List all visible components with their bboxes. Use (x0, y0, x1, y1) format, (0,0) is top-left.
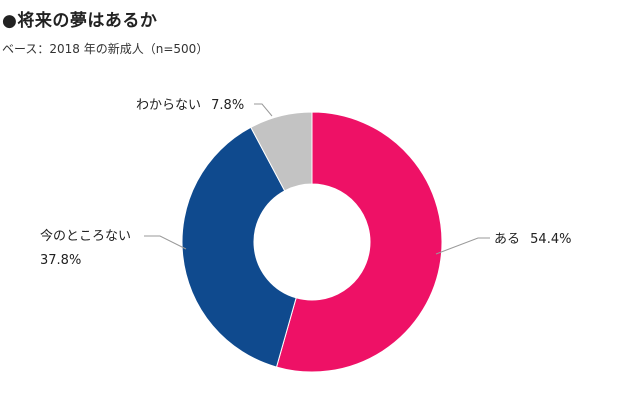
slice-label-wakaranai-value: 7.8% (211, 98, 244, 113)
slice-label-aru: ある 54.4% (494, 232, 571, 247)
donut-slices (181, 111, 443, 373)
leader-line-aru (435, 237, 490, 255)
slice-aru (275, 111, 443, 373)
slice-label-imanotokoronai: 今のところない (40, 228, 131, 244)
slice-label-aru-value: 54.4% (530, 232, 571, 247)
slice-label-aru-name: ある (494, 232, 520, 247)
leader-line-imanotokoronai (144, 235, 187, 250)
slice-label-imanotokoronai-value: 37.8% (40, 253, 81, 268)
slice-wakaranai (250, 111, 313, 192)
slice-imanotokoronai (181, 126, 297, 368)
leader-line-wakaranai (254, 103, 273, 117)
slice-label-wakaranai: わからない 7.8% (136, 98, 244, 113)
slice-label-wakaranai-name: わからない (136, 98, 201, 113)
chart-subtitle: ベース：2018 年の新成人（n=500） (2, 42, 209, 56)
chart-title: ●将来の夢はあるか (2, 11, 158, 31)
slice-label-imanotokoronai-name: 今のところない (40, 228, 131, 244)
